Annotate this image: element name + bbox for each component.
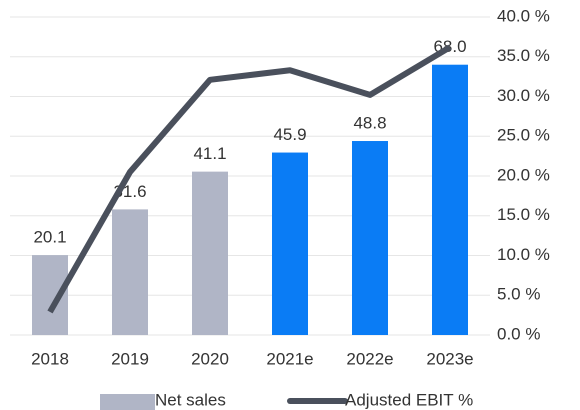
y2-tick-label: 20.0 % <box>497 165 550 184</box>
bar <box>272 152 308 335</box>
y2-tick-label: 25.0 % <box>497 126 550 145</box>
bar <box>192 171 228 335</box>
y2-tick-label: 35.0 % <box>497 46 550 65</box>
x-tick-label: 2023e <box>426 349 473 368</box>
legend-label: Adjusted EBIT % <box>345 390 473 409</box>
y2-tick-label: 10.0 % <box>497 245 550 264</box>
legend-label: Net sales <box>155 390 226 409</box>
x-tick-label: 2019 <box>111 349 149 368</box>
x-tick-label: 2022e <box>346 349 393 368</box>
data-label: 20.1 <box>33 228 66 247</box>
x-tick-label: 2021e <box>266 349 313 368</box>
y2-tick-label: 40.0 % <box>497 6 550 25</box>
bar <box>112 209 148 335</box>
legend-swatch <box>100 394 155 410</box>
data-label: 45.9 <box>273 125 306 144</box>
bar <box>432 64 468 335</box>
bar <box>352 141 388 335</box>
data-label: 48.8 <box>353 114 386 133</box>
x-tick-label: 2020 <box>191 349 229 368</box>
y2-tick-label: 5.0 % <box>497 285 540 304</box>
line <box>47 44 452 314</box>
y2-tick-label: 30.0 % <box>497 86 550 105</box>
x-tick-label: 2018 <box>31 349 69 368</box>
y2-tick-label: 15.0 % <box>497 205 550 224</box>
y2-tick-label: 0.0 % <box>497 324 540 343</box>
data-label: 41.1 <box>193 144 226 163</box>
